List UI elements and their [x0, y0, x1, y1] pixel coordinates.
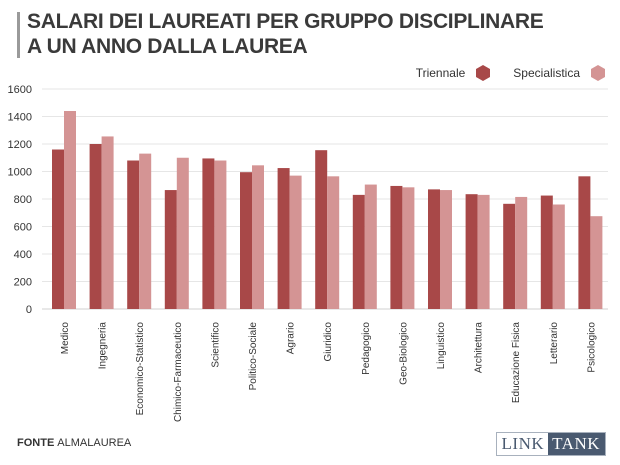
x-tick-label: Psicologico	[586, 322, 597, 373]
bar-triennale-linguistico	[428, 189, 440, 309]
x-tick-label: Ingegneria	[98, 322, 109, 370]
legend-swatch-triennale-icon	[476, 65, 491, 81]
bar-triennale-letterario	[540, 195, 553, 309]
x-tick-label: Giuridico	[323, 322, 334, 362]
bar-specialistica-chimico-farmaceutico	[176, 157, 189, 309]
bar-triennale-economico-statistico	[127, 160, 140, 309]
bar-triennale-pedagogico	[352, 194, 365, 309]
y-tick-label: 400	[14, 249, 32, 261]
bar-triennale-geo-biologico	[390, 185, 403, 309]
y-tick-label: 600	[14, 222, 32, 234]
bar-triennale-educazione fisica	[503, 203, 516, 309]
x-tick-label: Economico-Statistico	[135, 322, 146, 416]
bar-specialistica-economico-statistico	[139, 153, 152, 309]
bar-specialistica-letterario	[552, 204, 565, 309]
bar-triennale-ingegneria	[89, 144, 102, 309]
bar-triennale-architettura	[465, 194, 478, 309]
y-tick-label: 800	[14, 194, 32, 206]
bar-triennale-psicologico	[578, 176, 591, 309]
x-tick-label: Medico	[60, 322, 71, 355]
bar-specialistica-medico	[64, 111, 76, 309]
x-tick-label: Letterario	[549, 322, 560, 365]
bar-specialistica-educazione fisica	[515, 196, 528, 309]
bar-specialistica-pedagogico	[364, 184, 377, 309]
y-tick-label: 1000	[8, 167, 32, 179]
x-tick-label: Scientifico	[210, 322, 221, 368]
y-tick-label: 200	[14, 277, 32, 289]
chart-title-line-1: SALARI DEI LAUREATI PER GRUPPO DISCIPLIN…	[27, 10, 544, 33]
logo-part-2: TANK	[548, 433, 605, 455]
x-tick-label: Pedagogico	[361, 322, 372, 375]
bar-triennale-giuridico	[315, 150, 328, 309]
x-tick-label: Architettura	[474, 322, 485, 374]
x-tick-label: Politico-Sociale	[248, 322, 259, 391]
legend-label-triennale: Triennale	[415, 66, 466, 80]
source-note: FONTE ALMALAUREA	[17, 437, 131, 449]
source-name: ALMALAUREA	[57, 437, 132, 449]
bar-specialistica-giuridico	[327, 176, 340, 309]
y-tick-label: 1400	[8, 112, 32, 124]
bar-specialistica-scientifico	[214, 160, 227, 309]
bar-specialistica-politico-sociale	[252, 165, 264, 309]
legend-label-specialistica: Specialistica	[513, 66, 580, 80]
legend-swatch-specialistica-icon	[591, 65, 605, 81]
legend-item-triennale: Triennale	[416, 64, 492, 82]
bar-specialistica-linguistico	[440, 190, 452, 309]
bar-triennale-agrario	[277, 168, 290, 309]
y-tick-label: 1600	[8, 84, 32, 96]
x-tick-label: Educazione Fisica	[511, 322, 522, 404]
linktank-logo: LINK TANK	[495, 432, 606, 456]
x-tick-label: Agrario	[286, 322, 297, 355]
y-tick-label: 1200	[8, 139, 32, 151]
chart-legend: Triennale Specialistica	[416, 64, 606, 82]
chart-title-line-2: A UN ANNO DALLA LAUREA	[27, 35, 308, 58]
bar-specialistica-geo-biologico	[402, 187, 415, 309]
x-tick-label: Linguistico	[436, 322, 447, 370]
bar-triennale-scientifico	[202, 158, 215, 309]
bar-triennale-medico	[52, 149, 64, 309]
legend-item-specialistica: Specialistica	[513, 64, 606, 82]
title-accent-bar	[17, 12, 20, 58]
x-tick-label: Chimico-Farmaceutico	[173, 322, 184, 422]
source-label: FONTE	[17, 437, 55, 449]
bar-specialistica-psicologico	[590, 216, 603, 309]
logo-part-1: LINK	[496, 433, 549, 455]
x-tick-label: Geo-Biologico	[398, 322, 409, 385]
y-tick-label: 0	[26, 304, 32, 316]
bar-specialistica-architettura	[477, 194, 490, 309]
bar-specialistica-agrario	[289, 175, 302, 309]
bar-triennale-politico-sociale	[240, 172, 252, 309]
bar-specialistica-ingegneria	[101, 136, 114, 309]
bar-triennale-chimico-farmaceutico	[164, 190, 177, 309]
chart-title: SALARI DEI LAUREATI PER GRUPPO DISCIPLIN…	[27, 9, 544, 59]
